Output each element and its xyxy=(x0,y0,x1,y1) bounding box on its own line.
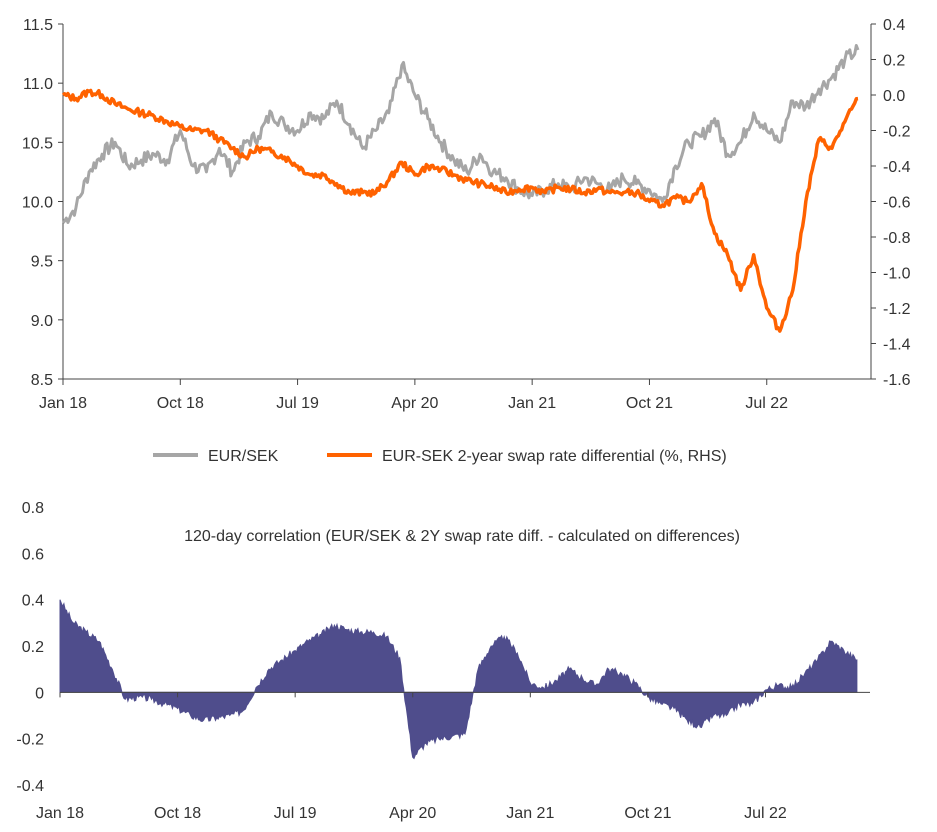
y-left-tick-label: 8.5 xyxy=(31,372,53,389)
y-right-tick-label: -0.6 xyxy=(883,195,911,212)
legend-label-eursek: EUR/SEK xyxy=(208,448,279,465)
bottom-y-tick-label: 0.6 xyxy=(22,546,44,563)
y-left-tick-label: 10.5 xyxy=(22,135,53,152)
bottom-y-tick-label: 0 xyxy=(35,685,44,702)
eursek-line xyxy=(61,44,860,224)
top-axes: 11.5 11.0 10.5 10.0 9.5 9.0 8.5 0.4 0.2 0.0 -0.2 -0… xyxy=(22,17,911,412)
bottom-axes: 0.8 0.6 0.4 0.2 0 -0.2 -0.4 Jan 18 Oct 18 Jul 19 A… xyxy=(16,500,870,822)
legend-label-swap-differential: EUR-SEK 2-year swap rate differential (%… xyxy=(382,448,727,465)
correlation-area xyxy=(59,599,858,760)
bottom-x-tick-label: Jul 19 xyxy=(274,805,317,822)
x-tick-label: Jan 21 xyxy=(508,395,556,412)
bottom-y-tick-label: 0.4 xyxy=(22,593,44,610)
bottom-x-tick-label: Oct 18 xyxy=(154,805,201,822)
y-right-tick-label: -0.8 xyxy=(883,230,911,247)
bottom-x-tick-label: Jul 22 xyxy=(744,805,787,822)
y-left-tick-label: 10.0 xyxy=(22,195,53,212)
swap-differential-line xyxy=(61,88,859,333)
bottom-x-tick-label: Jan 18 xyxy=(36,805,84,822)
bottom-y-tick-label: -0.2 xyxy=(16,732,44,749)
x-tick-label: Jul 19 xyxy=(276,395,319,412)
y-right-tick-label: -1.6 xyxy=(883,372,911,389)
y-left-tick-label: 11.5 xyxy=(23,17,53,34)
bottom-y-tick-label: 0.8 xyxy=(22,500,44,517)
x-tick-label: Oct 18 xyxy=(157,395,204,412)
x-tick-label: Apr 20 xyxy=(391,395,438,412)
bottom-y-tick-label: 0.2 xyxy=(22,639,44,656)
bottom-chart: 120-day correlation (EUR/SEK & 2Y swap r… xyxy=(16,500,870,822)
x-tick-label: Jul 22 xyxy=(745,395,788,412)
bottom-x-tick-label: Oct 21 xyxy=(624,805,671,822)
y-right-tick-label: -0.2 xyxy=(883,124,911,141)
bottom-y-tick-label: -0.4 xyxy=(16,778,44,795)
bottom-x-tick-label: Jan 21 xyxy=(506,805,554,822)
y-right-tick-label: -1.4 xyxy=(883,337,911,354)
y-left-tick-label: 11.0 xyxy=(23,76,53,93)
x-tick-label: Oct 21 xyxy=(626,395,673,412)
top-chart: 11.5 11.0 10.5 10.0 9.5 9.0 8.5 0.4 0.2 0.0 -0.2 -0… xyxy=(22,17,911,412)
y-right-tick-label: -1.0 xyxy=(883,266,911,283)
legend: EUR/SEK EUR-SEK 2-year swap rate differe… xyxy=(153,448,727,465)
y-right-tick-label: 0.2 xyxy=(883,53,905,70)
y-right-tick-label: 0.0 xyxy=(883,88,905,105)
y-left-tick-label: 9.5 xyxy=(31,254,53,271)
bottom-chart-title: 120-day correlation (EUR/SEK & 2Y swap r… xyxy=(184,528,740,545)
y-right-tick-label: -1.2 xyxy=(883,301,911,318)
y-left-tick-label: 9.0 xyxy=(31,313,53,330)
y-right-tick-label: -0.4 xyxy=(883,159,911,176)
bottom-x-tick-label: Apr 20 xyxy=(389,805,436,822)
y-right-tick-label: 0.4 xyxy=(883,17,905,34)
x-tick-label: Jan 18 xyxy=(39,395,87,412)
